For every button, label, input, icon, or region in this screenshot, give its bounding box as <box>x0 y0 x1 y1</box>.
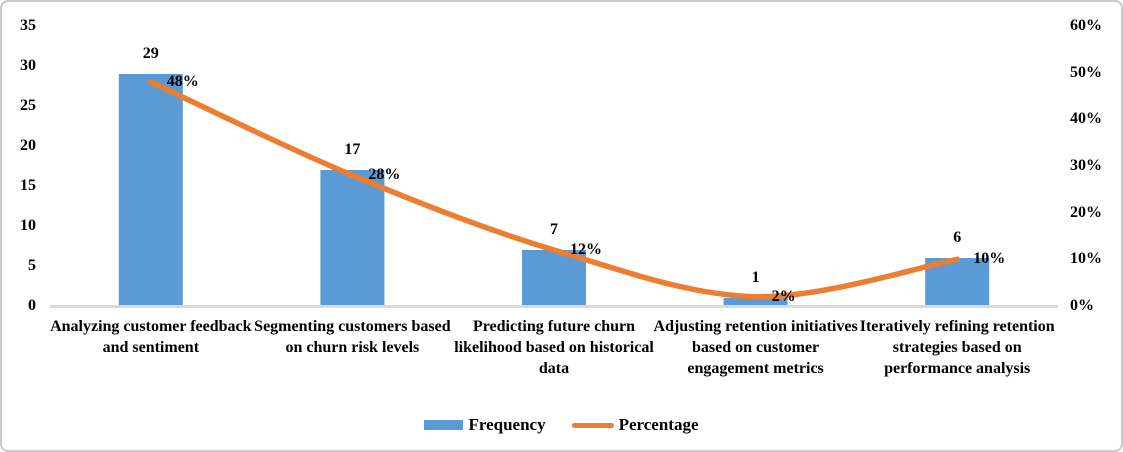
frequency-value-label: 1 <box>751 269 760 286</box>
y-axis-right-tick: 60% <box>1070 17 1102 34</box>
x-axis-category-label: Predicting future churn likelihood based… <box>454 318 654 377</box>
percentage-value-label: 28% <box>368 166 401 184</box>
y-axis-right-tick: 0% <box>1070 297 1094 314</box>
y-axis-left-tick: 15 <box>20 177 36 194</box>
frequency-bar <box>320 170 385 306</box>
frequency-bar <box>118 74 183 306</box>
legend-label-percentage: Percentage <box>618 415 699 434</box>
y-axis-left-tick: 30 <box>20 57 36 74</box>
y-axis-left-tick: 5 <box>28 257 36 274</box>
y-axis-right-tick: 20% <box>1070 203 1102 221</box>
y-axis-right-tick: 40% <box>1070 110 1102 128</box>
x-axis-category-label: Iteratively refining retention strategie… <box>859 318 1055 377</box>
y-axis-right-tick: 10% <box>1070 250 1102 268</box>
y-axis-left-tick: 10 <box>20 217 36 234</box>
percentage-line <box>148 79 960 300</box>
percentage-value-label: 2% <box>771 287 796 305</box>
percentage-value-label: 48% <box>166 73 199 90</box>
frequency-value-label: 17 <box>344 141 361 158</box>
percentage-line-swatch-icon <box>571 422 614 428</box>
y-axis-left-tick: 0 <box>28 297 36 314</box>
x-axis-category-label: Adjusting retention initiatives based on… <box>653 318 858 377</box>
x-axis-line <box>50 305 1058 308</box>
percentage-value-label: 12% <box>570 241 602 258</box>
y-axis-left-tick: 35 <box>20 17 36 34</box>
frequency-value-label: 29 <box>142 45 159 62</box>
frequency-value-label: 6 <box>953 229 962 246</box>
y-axis-left-tick: 20 <box>20 137 36 154</box>
legend-item-percentage: Percentage <box>571 414 699 436</box>
frequency-value-label: 7 <box>550 221 558 238</box>
x-axis-category-label: Segmenting customers based on churn risk… <box>254 318 451 356</box>
legend-label-frequency: Frequency <box>468 415 546 434</box>
y-axis-left-tick: 25 <box>20 97 36 114</box>
legend: Frequency Percentage <box>2 414 1121 436</box>
frequency-bar-swatch-icon <box>424 420 464 430</box>
y-axis-right-tick: 30% <box>1070 157 1102 174</box>
x-axis-category-label: Analyzing customer feedback and sentimen… <box>50 318 252 356</box>
percentage-value-label: 10% <box>973 250 1006 268</box>
legend-item-frequency: Frequency <box>424 414 546 436</box>
y-axis-right-tick: 50% <box>1070 63 1102 81</box>
